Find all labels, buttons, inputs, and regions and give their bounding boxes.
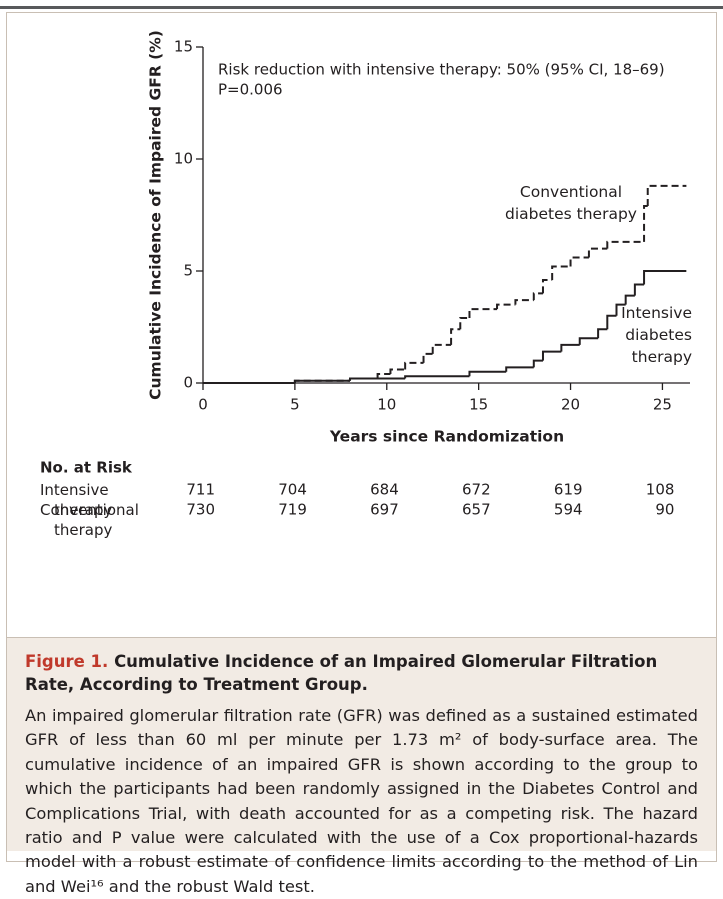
step-segment — [349, 377, 406, 381]
x-axis-label: Years since Randomization — [329, 428, 564, 446]
risk-count: 108 — [646, 481, 675, 499]
figure: Cumulative Incidence of Impaired GFR (%)… — [0, 6, 723, 896]
x-tick-label: 5 — [290, 396, 300, 414]
y-tick-label: 15 — [174, 38, 193, 56]
step-segment — [459, 317, 470, 330]
step-segment — [468, 370, 507, 377]
step-segment — [404, 375, 470, 379]
risk-count: 657 — [462, 501, 491, 519]
x-tick-label: 0 — [198, 396, 208, 414]
top-rule — [0, 6, 723, 9]
step-segment — [389, 368, 406, 375]
step-segment — [514, 299, 534, 305]
step-segment — [532, 292, 543, 301]
step-segment — [293, 379, 351, 383]
step-segment — [643, 205, 648, 242]
step-segment — [615, 303, 626, 316]
step-segment — [541, 278, 553, 294]
y-axis-label: Cumulative Incidence of Impaired GFR (%) — [147, 30, 165, 400]
step-segment — [496, 303, 516, 310]
step-segment — [578, 337, 599, 345]
step-segment — [404, 361, 424, 370]
step-segment — [646, 184, 687, 207]
annotation: P=0.006 — [218, 81, 283, 99]
caption-heading: Figure 1. Cumulative Incidence of an Imp… — [25, 650, 698, 696]
figure-frame — [6, 12, 717, 862]
chart: Cumulative Incidence of Impaired GFR (%)… — [40, 30, 690, 519]
y-tick-label: 0 — [183, 374, 193, 392]
step-segment — [505, 366, 534, 372]
caption: Figure 1. Cumulative Incidence of an Imp… — [7, 637, 716, 896]
step-segment — [569, 256, 589, 267]
risk-count: 697 — [370, 501, 399, 519]
caption-label: Figure 1. — [25, 652, 109, 671]
step-segment — [422, 352, 433, 363]
x-tick-label: 15 — [469, 396, 488, 414]
step-segment — [541, 350, 562, 361]
annotation: Risk reduction with intensive therapy: 5… — [218, 61, 665, 79]
x-tick-label: 10 — [377, 396, 396, 414]
step-segment — [606, 240, 645, 249]
risk-row-label: Intensive therapy — [40, 481, 113, 519]
step-segment — [532, 359, 543, 368]
risk-count: 704 — [278, 481, 307, 499]
step-segment — [376, 373, 391, 379]
step-segment — [597, 328, 608, 339]
x-tick-label: 25 — [653, 396, 672, 414]
risk-count: 711 — [186, 481, 215, 499]
series-label: Intensive diabetes therapy — [621, 304, 692, 366]
x-tick-label: 20 — [561, 396, 580, 414]
step-segment — [643, 270, 687, 285]
risk-count: 684 — [370, 481, 399, 499]
step-segment — [606, 314, 617, 330]
y-tick-label: 5 — [183, 262, 193, 280]
caption-title: Cumulative Incidence of an Impaired Glom… — [25, 652, 658, 694]
caption-text: An impaired glomerular filtration rate (… — [25, 706, 698, 896]
series-label: Conventional diabetes therapy — [505, 183, 637, 223]
risk-count: 90 — [655, 501, 674, 519]
risk-count: 719 — [278, 501, 307, 519]
risk-row-label: Conventional therapy — [40, 501, 139, 539]
step-segment — [624, 294, 635, 305]
risk-count: 594 — [554, 501, 583, 519]
risk-count: 730 — [186, 501, 215, 519]
step-segment — [431, 343, 452, 354]
step-segment — [560, 343, 580, 352]
step-segment — [587, 247, 608, 258]
step-segment — [450, 328, 461, 345]
y-tick-label: 10 — [174, 150, 193, 168]
step-segment — [468, 308, 498, 319]
step-segment — [551, 265, 571, 280]
risk-table-title: No. at Risk — [40, 459, 133, 477]
risk-count: 672 — [462, 481, 491, 499]
risk-count: 619 — [554, 481, 583, 499]
step-segment — [633, 283, 645, 296]
